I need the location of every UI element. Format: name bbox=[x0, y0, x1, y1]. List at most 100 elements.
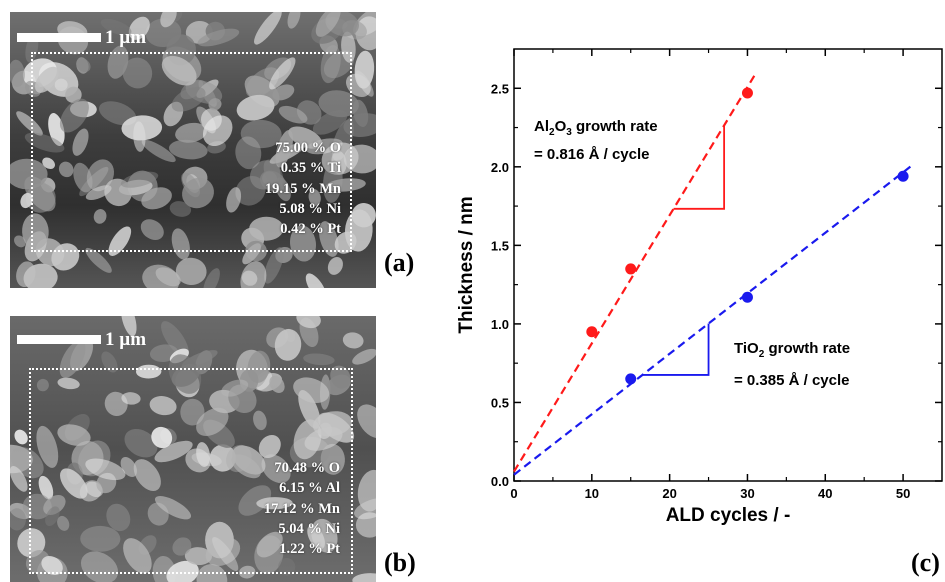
sem-fiber bbox=[305, 273, 327, 288]
sem-fiber bbox=[298, 389, 321, 429]
y-axis-title: Thickness / nm bbox=[456, 196, 477, 333]
sem-fiber bbox=[58, 161, 74, 178]
sem-fiber bbox=[254, 12, 282, 45]
sem-fiber bbox=[240, 119, 282, 149]
sem-fiber bbox=[121, 392, 141, 405]
sem-fiber bbox=[100, 18, 132, 36]
composition-item: 70.48 % O bbox=[274, 460, 340, 476]
annotation-tio2: TiO2 growth rate bbox=[734, 340, 850, 360]
sem-fiber bbox=[161, 321, 189, 358]
sem-fiber bbox=[209, 444, 236, 472]
sem-fiber bbox=[341, 31, 356, 63]
composition-item: 19.15 % Mn bbox=[264, 180, 341, 197]
sem-fiber bbox=[315, 12, 341, 37]
plot-frame bbox=[513, 48, 943, 482]
sem-fiber bbox=[278, 557, 296, 576]
sem-fiber bbox=[196, 564, 228, 582]
sem-fiber bbox=[65, 86, 82, 103]
panel-label-b: (b) bbox=[384, 548, 416, 577]
sem-image-a: 1 µm 75.00 % O 0.35 % Ti 19.15 % Mn 5.08… bbox=[10, 12, 376, 288]
x-tick-label: 0 bbox=[510, 486, 517, 501]
composition-item: 0.35 % Ti bbox=[280, 160, 341, 177]
slope-triangle bbox=[673, 125, 726, 210]
sem-fiber bbox=[196, 407, 229, 437]
sem-fiber bbox=[247, 350, 271, 383]
data-point bbox=[741, 87, 753, 99]
data-point bbox=[897, 170, 909, 182]
sem-fiber bbox=[168, 354, 202, 394]
x-tick-label: 30 bbox=[740, 486, 754, 501]
annotation-label: growth rate bbox=[572, 118, 658, 135]
y-tick-label: 2.0 bbox=[491, 160, 509, 175]
sem-fiber bbox=[10, 158, 48, 190]
sem-fiber bbox=[36, 425, 59, 468]
sem-fiber bbox=[141, 139, 176, 163]
sem-fiber bbox=[245, 67, 280, 98]
panel-label-c: (c) bbox=[911, 548, 940, 577]
sem-fiber bbox=[22, 213, 49, 250]
y-tick-label: 0.5 bbox=[491, 395, 509, 410]
sem-fiber bbox=[41, 555, 63, 576]
annotation-label: growth rate bbox=[764, 340, 850, 357]
sem-fiber bbox=[121, 316, 137, 337]
sem-fiber bbox=[287, 12, 301, 29]
sem-fiber bbox=[342, 332, 364, 349]
sem-fiber bbox=[357, 469, 376, 512]
sem-fiber bbox=[86, 159, 115, 192]
sem-fiber bbox=[10, 466, 28, 492]
sem-fiber bbox=[155, 267, 181, 287]
sem-fiber bbox=[141, 187, 172, 210]
sem-fiber bbox=[290, 225, 316, 262]
sem-fiber bbox=[256, 497, 293, 510]
sem-fiber bbox=[205, 537, 241, 566]
sem-fiber bbox=[322, 160, 343, 203]
sem-fiber bbox=[85, 247, 112, 273]
sem-fiber bbox=[320, 45, 341, 84]
sem-fiber bbox=[104, 178, 132, 207]
sem-fiber bbox=[168, 139, 208, 160]
sem-fiber bbox=[274, 329, 302, 361]
formula-subscript: 3 bbox=[566, 127, 572, 138]
sem-fiber bbox=[42, 157, 55, 170]
sem-fiber bbox=[256, 531, 283, 558]
sem-fiber bbox=[120, 171, 159, 188]
formula-part: Al bbox=[534, 118, 549, 135]
sem-fiber bbox=[343, 144, 376, 174]
sem-fiber bbox=[330, 365, 351, 389]
scale-label-a: 1 µm bbox=[105, 27, 147, 48]
sem-fiber bbox=[149, 396, 177, 416]
sem-fiber bbox=[34, 66, 59, 93]
fit-line bbox=[513, 165, 912, 476]
sem-fiber bbox=[72, 128, 89, 156]
sem-fiber bbox=[261, 454, 291, 484]
sem-fiber bbox=[275, 130, 294, 168]
sem-fiber bbox=[343, 113, 376, 138]
sem-fiber bbox=[269, 57, 296, 90]
sem-fiber bbox=[312, 110, 348, 135]
sem-fiber bbox=[20, 192, 33, 209]
sem-fiber bbox=[351, 203, 376, 228]
composition-item: 17.12 % Mn bbox=[263, 500, 340, 517]
sem-fiber bbox=[10, 508, 27, 531]
sem-fiber bbox=[154, 496, 192, 520]
sem-fiber bbox=[197, 28, 240, 47]
sem-fiber bbox=[185, 448, 211, 473]
sem-fiber bbox=[122, 57, 153, 89]
y-tick-label: 1.5 bbox=[491, 238, 509, 253]
formula-part: TiO bbox=[734, 340, 759, 357]
composition-item: 6.15 % Al bbox=[279, 480, 340, 497]
sem-fiber bbox=[124, 429, 158, 458]
sem-fiber bbox=[73, 162, 93, 193]
sem-fiber bbox=[242, 243, 261, 265]
sem-fiber bbox=[60, 468, 88, 499]
sem-texture-b bbox=[10, 316, 376, 582]
sem-fiber bbox=[85, 458, 126, 481]
sem-fiber bbox=[303, 353, 335, 366]
sem-fiber bbox=[101, 351, 118, 373]
sem-fiber bbox=[241, 270, 258, 286]
composition-list-b: 70.48 % O 6.15 % Al 17.12 % Mn 5.04 % Ni… bbox=[264, 458, 340, 559]
sem-fiber bbox=[296, 316, 321, 329]
sem-fiber bbox=[278, 105, 308, 124]
composition-item: 1.22 % Pt bbox=[279, 541, 340, 558]
x-tick-label: 10 bbox=[585, 486, 599, 501]
